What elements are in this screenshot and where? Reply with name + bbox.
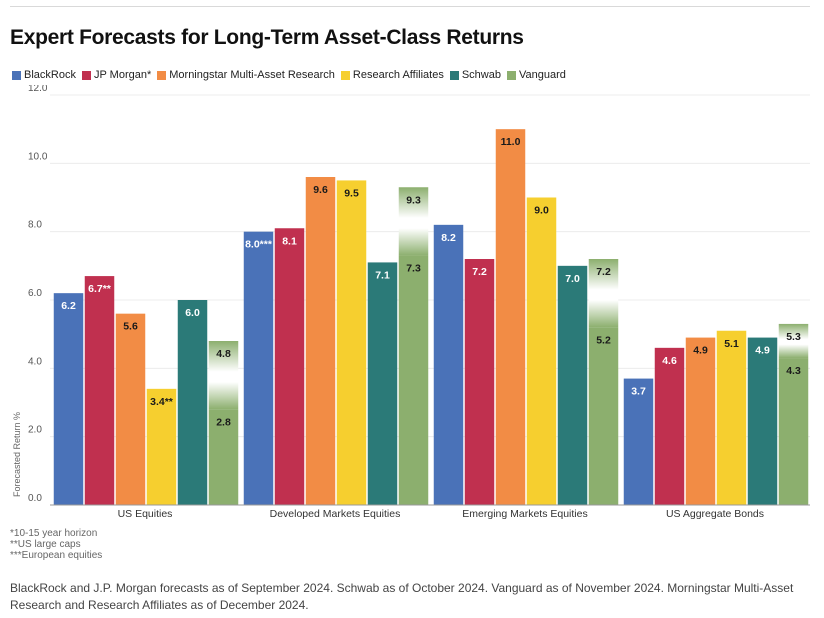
bar-schwab (367, 262, 398, 505)
footnote: *10-15 year horizon (10, 528, 98, 539)
bar-schwab (747, 337, 778, 505)
vanguard-range-bar (208, 341, 239, 410)
legend-swatch (449, 70, 459, 80)
y-axis-label: Forecasted Return % (12, 412, 22, 497)
data-label: 7.3 (406, 263, 421, 275)
data-label: 8.0*** (245, 239, 273, 251)
footnotes: *10-15 year horizon **US large caps ***E… (10, 528, 102, 561)
bar-morningstar-multi-asset-research (685, 337, 716, 505)
data-label: 4.9 (755, 345, 770, 357)
data-label: 3.4** (150, 396, 174, 408)
bar-vanguard (398, 255, 429, 505)
data-label: 9.6 (313, 184, 328, 196)
legend-label: Schwab (461, 69, 501, 81)
legend-item-schwab: Schwab (449, 69, 501, 81)
y-tick-label: 2.0 (28, 425, 42, 436)
bar-blackrock (623, 378, 654, 505)
data-label: 9.5 (344, 187, 359, 199)
data-label: 7.1 (375, 269, 390, 281)
bar-chart: 0.0 2.0 4.0 6.0 8.0 10.0 12.0 Forecasted Return… (12, 85, 810, 520)
legend: BlackRock JP Morgan* Morningstar Multi-A… (12, 69, 566, 81)
bar-vanguard (588, 327, 619, 505)
data-label: 8.2 (441, 232, 456, 244)
y-tick-label: 8.0 (28, 220, 42, 231)
chart-title: Expert Forecasts for Long-Term Asset-Cla… (10, 26, 524, 49)
y-tick-label: 6.0 (28, 288, 42, 299)
legend-label: Vanguard (518, 69, 566, 81)
x-category-label: US Aggregate Bonds (666, 508, 764, 520)
bar-schwab (177, 300, 208, 505)
footnote: ***European equities (10, 550, 103, 561)
top-divider (10, 6, 810, 7)
data-label: 4.9 (693, 345, 708, 357)
bar-jp-morgan- (274, 228, 305, 505)
bar-research-affiliates (146, 388, 177, 505)
data-label: 4.6 (662, 355, 677, 367)
bar-blackrock (53, 293, 84, 505)
y-tick-label: 4.0 (28, 356, 42, 367)
data-label: 6.2 (61, 300, 76, 312)
legend-swatch (157, 70, 167, 80)
bar-vanguard (208, 409, 239, 505)
data-label-range-high: 4.8 (216, 348, 231, 360)
bar-jp-morgan- (654, 347, 685, 505)
bar-jp-morgan- (464, 259, 495, 505)
bar-research-affiliates (526, 197, 557, 505)
bar-research-affiliates (336, 180, 367, 505)
source-note: BlackRock and J.P. Morgan forecasts as o… (10, 581, 794, 612)
data-label-range-high: 7.2 (596, 266, 611, 278)
y-tick-label: 10.0 (28, 151, 48, 162)
legend-item-vanguard: Vanguard (506, 69, 566, 81)
x-category-label: US Equities (118, 508, 173, 520)
legend-label: Morningstar Multi-Asset Research (169, 69, 335, 81)
data-label-range-high: 9.3 (406, 194, 421, 206)
vanguard-range-bar (778, 323, 809, 359)
bar-jp-morgan- (84, 276, 115, 505)
bar-schwab (557, 265, 588, 505)
bar-morningstar-multi-asset-research (305, 177, 336, 505)
data-label: 5.6 (123, 321, 138, 333)
data-label: 9.0 (534, 205, 549, 217)
data-label: 3.7 (631, 386, 646, 398)
y-tick-label: 12.0 (28, 85, 48, 94)
legend-item-morningstar: Morningstar Multi-Asset Research (157, 69, 335, 81)
y-tick-label: 0.0 (28, 493, 42, 504)
x-category-label: Developed Markets Equities (270, 508, 401, 520)
data-label: 8.1 (282, 235, 297, 247)
footnote: **US large caps (10, 539, 81, 550)
legend-label: Research Affiliates (352, 69, 444, 81)
data-label: 5.1 (724, 338, 739, 350)
legend-item-jpmorgan: JP Morgan* (81, 69, 152, 81)
legend-item-blackrock: BlackRock (12, 69, 76, 81)
legend-swatch (340, 70, 350, 80)
legend-label: JP Morgan* (93, 69, 152, 81)
data-label: 2.8 (216, 416, 231, 428)
bar-vanguard (778, 358, 809, 505)
data-label: 5.2 (596, 334, 611, 346)
data-label: 6.0 (185, 307, 200, 319)
x-category-label: Emerging Markets Equities (462, 508, 587, 520)
data-label: 6.7** (88, 283, 112, 295)
data-label: 11.0 (501, 136, 521, 148)
data-label: 4.3 (786, 365, 801, 377)
bar-blackrock (433, 224, 464, 506)
bar-morningstar-multi-asset-research (495, 129, 526, 505)
legend-label: BlackRock (24, 69, 76, 81)
bar-morningstar-multi-asset-research (115, 313, 146, 505)
bar-research-affiliates (716, 330, 747, 505)
data-label: 7.0 (565, 273, 580, 285)
legend-swatch (12, 70, 21, 80)
legend-swatch (81, 70, 91, 80)
legend-swatch (506, 70, 516, 80)
data-label: 7.2 (472, 266, 487, 278)
vanguard-range-bar (398, 187, 429, 256)
bar-blackrock (243, 231, 274, 505)
data-label-range-high: 5.3 (786, 331, 801, 343)
vanguard-range-bar (588, 259, 619, 328)
legend-item-research-affiliates: Research Affiliates (340, 69, 444, 81)
